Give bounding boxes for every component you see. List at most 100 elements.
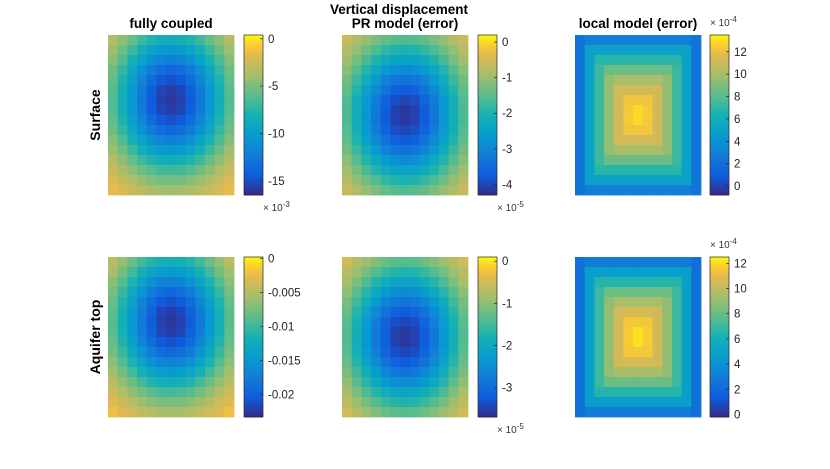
colorbar-step [710,90,729,93]
heatmap-cell [224,175,235,186]
colorbar-step [478,90,497,93]
colorbar-step [478,407,497,410]
heatmap-cell [175,105,186,116]
heatmap-cell [137,105,148,116]
colorbar-step [710,262,729,265]
colorbar-step [478,37,497,41]
heatmap-cell [429,377,440,388]
colorbar-step [478,287,497,290]
colorbar-step [478,364,497,368]
colorbar-step [478,362,497,365]
heatmap-cell [662,347,673,358]
colorbar-tick-label: -5 [268,81,278,93]
heatmap-cell [371,45,382,56]
heatmap-cell [204,317,216,328]
heatmap-cell [575,175,586,186]
heatmap-cell [681,175,692,186]
heatmap-cell [351,327,362,338]
heatmap-cell [584,267,595,278]
heatmap-cell [117,327,128,338]
heatmap-cell [584,45,595,56]
colorbar-step [710,377,729,380]
colorbar-step [710,167,729,171]
heatmap-cell [224,357,235,368]
heatmap-cell [594,55,605,66]
heatmap-cell [419,175,430,186]
heatmap-cell [127,105,138,116]
heatmap-cell [671,367,683,378]
colorbar-step [710,117,729,121]
colorbar-step [710,132,729,136]
colorbar-step [710,52,729,56]
heatmap-cell [390,135,401,146]
heatmap-cell [584,125,595,136]
colorbar: 0-0.005-0.01-0.015-0.02 [243,253,301,418]
heatmap-cell [662,387,673,398]
heatmap-cell [448,45,459,56]
heatmap-cell [342,55,353,66]
heatmap-cell [575,347,586,358]
heatmap-cell [156,257,167,268]
colorbar-step [710,190,729,193]
heatmap-cell [429,327,440,338]
heatmap-cell [117,367,128,378]
heatmap-cell [409,45,420,56]
heatmap-cell [662,367,673,378]
heatmap-cell [204,277,216,288]
heatmap-cell [117,287,128,298]
heatmap-cell [662,297,673,308]
heatmap-cell [224,327,235,338]
heatmap-cell [214,347,225,358]
colorbar: 0-1-2-3× 10-5 [477,256,524,436]
heatmap-cell [409,397,420,408]
heatmap-cell [137,407,148,418]
colorbar-step [244,329,263,333]
heatmap-cell [691,327,702,338]
colorbar-step [244,45,263,48]
heatmap-cell [652,367,663,378]
heatmap-cell [400,347,411,358]
heatmap-cell [390,125,401,136]
colorbar-step [710,172,729,176]
heatmap-cell [127,317,138,328]
colorbar-step [478,382,497,385]
heatmap-cell [400,377,411,388]
heatmap-cell [351,257,362,268]
heatmap-cell [671,145,683,156]
heatmap-cell [409,125,420,136]
heatmap-cell [175,35,186,46]
heatmap-cell [400,267,411,278]
heatmap-cell [342,307,353,318]
heatmap-cell [127,387,138,398]
heatmap-cell [652,145,663,156]
heatmap-cell [224,125,235,136]
heatmap-cell [584,135,595,146]
colorbar-step [478,70,497,73]
heatmap-cell [438,155,450,166]
heatmap-cell [127,45,138,56]
heatmap-cell [195,35,206,46]
heatmap-cell [371,277,382,288]
heatmap-cell [604,267,615,278]
heatmap-cell [108,65,119,76]
heatmap-cell [652,277,663,288]
heatmap-cell [214,55,225,66]
heatmap-cell [185,135,196,146]
colorbar-step [478,264,497,268]
heatmap-cell [214,175,225,186]
heatmap-cell [108,135,119,146]
heatmap-cell [204,75,216,86]
heatmap-cell [342,327,353,338]
heatmap-cell [137,165,148,176]
heatmap-cell [195,257,206,268]
heatmap-cell [351,135,362,146]
heatmap-cell [458,297,469,308]
heatmap-cell [623,175,634,186]
heatmap-cell [652,297,663,308]
heatmap-cell [166,257,177,268]
heatmap-cell [224,145,235,156]
heatmap-cell [108,257,119,268]
heatmap-cell [204,407,216,418]
colorbar-step [710,35,729,38]
heatmap-cell [400,367,411,378]
